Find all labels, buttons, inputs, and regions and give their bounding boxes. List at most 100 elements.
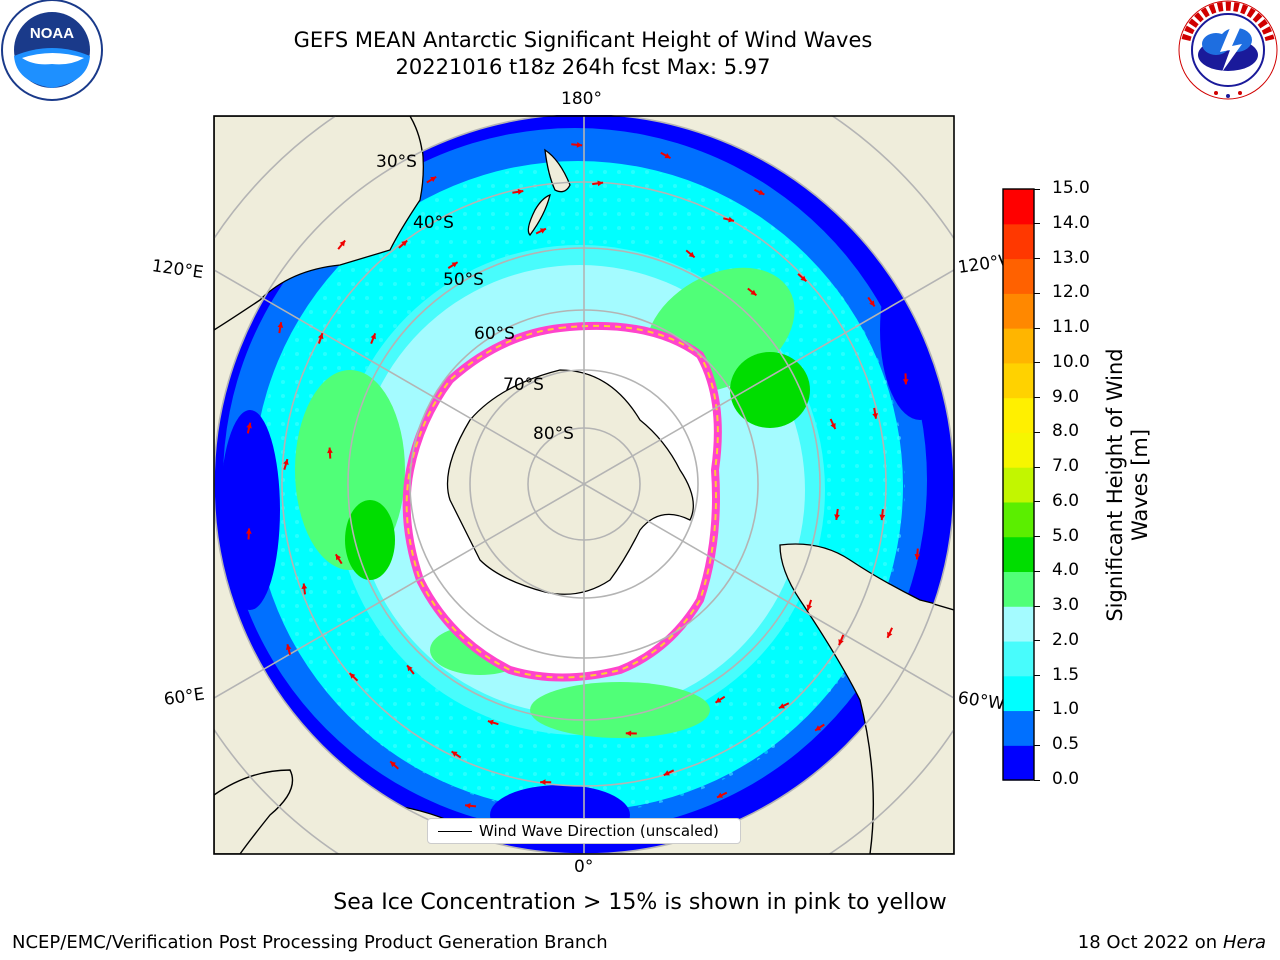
colorbar-segment [1003, 710, 1034, 746]
colorbar-segment [1003, 432, 1034, 468]
wave-arrow-head [487, 719, 494, 726]
colorbar-tick-mark [1034, 779, 1040, 781]
wave-arrow-head [806, 604, 813, 611]
antarctica [446, 369, 694, 595]
wave-arrow-head [401, 240, 408, 247]
footer-credit: NCEP/EMC/Verification Post Processing Pr… [12, 932, 608, 953]
wave-arrow-head [246, 422, 252, 429]
wave-arrow-head [869, 300, 875, 307]
wave-arrow-head [887, 631, 893, 638]
wave-arrow-head [335, 554, 341, 561]
lon-label-60w: 60°W [956, 688, 1006, 715]
wave-arrow-head [318, 333, 324, 340]
wave-arrow-head [465, 803, 471, 809]
colorbar-tick-label: 0.0 [1052, 769, 1080, 789]
wave-arrow-head [834, 514, 840, 520]
lat-label-50s: 50°S [443, 270, 484, 290]
noaa-logo-text: NOAA [30, 25, 74, 42]
colorbar-segment [1003, 675, 1034, 712]
colorbar-tick-mark [1034, 501, 1040, 503]
wind-wave-arrows [246, 142, 921, 826]
wave-arrow-head [540, 779, 546, 785]
colorbar-tick-mark [1034, 744, 1040, 746]
colorbar-tick-label: 12.0 [1052, 282, 1090, 303]
colorbar-segment [1003, 745, 1034, 781]
colorbar-tick-label: 8.0 [1052, 421, 1080, 442]
wave-arrow-head [327, 447, 333, 454]
wave-arrow-head [872, 413, 878, 419]
wave-arrow-head [539, 228, 546, 234]
wave-arrow-head [879, 514, 886, 521]
colorbar-segment [1003, 328, 1034, 364]
polar-map [213, 115, 955, 855]
colorbar-tick-label: 15.0 [1052, 178, 1090, 198]
colorbar-segment [1003, 258, 1034, 294]
colorbar-label: Significant Height of Wind Waves [m] [1103, 348, 1153, 621]
wave-arrow-head [815, 725, 822, 731]
lon-label-120e: 120°E [150, 256, 205, 284]
footer-date-text: 18 Oct 2022 on [1077, 932, 1223, 953]
wave-arrow-head [914, 554, 921, 560]
colorbar-tick-label: 13.0 [1052, 247, 1090, 268]
colorbar-tick-mark [1034, 362, 1040, 364]
wave-arrow-head [838, 639, 844, 646]
lat-label-30s: 30°S [376, 152, 417, 172]
colorbar-segment [1003, 397, 1034, 433]
wave-arrow-head [625, 730, 632, 737]
colorbar-segment [1003, 606, 1034, 642]
colorbar-tick-mark [1034, 675, 1040, 677]
wave-arrow-head [800, 275, 807, 282]
colorbar-tick-mark [1034, 605, 1040, 607]
colorbar-tick-label: 2.0 [1052, 629, 1080, 650]
wave-arrow-head [407, 665, 413, 672]
legend-label: Wind Wave Direction (unscaled) [479, 822, 719, 840]
colorbar-label-line1: Significant Height of Wind [1103, 348, 1127, 622]
noaa-logo: NOAA [1, 0, 103, 101]
wave-arrow-head [517, 189, 524, 195]
lat-label-80s: 80°S [533, 424, 574, 444]
legend-line-symbol [438, 831, 472, 832]
colorbar-label-line2: Waves [m] [1128, 428, 1152, 542]
colorbar-tick-label: 9.0 [1052, 386, 1080, 407]
colorbar-tick-label: 0.5 [1052, 734, 1080, 755]
wave-arrow-head [715, 697, 722, 703]
wave-arrow-head [370, 333, 376, 340]
colorbar [1002, 188, 1035, 781]
wave-arrow-head [349, 673, 356, 679]
wave-arrow-head [430, 176, 437, 182]
wave-arrow-head [758, 189, 765, 195]
footer-host: Hera [1222, 932, 1266, 953]
colorbar-tick-label: 1.0 [1052, 699, 1080, 720]
lat-label-40s: 40°S [413, 213, 454, 233]
wave-arrow-head [688, 251, 695, 258]
lon-label-0: 0° [574, 857, 594, 877]
lon-label-180: 180° [561, 89, 602, 109]
colorbar-tick-label: 11.0 [1052, 317, 1090, 338]
colorbar-tick-mark [1034, 570, 1040, 572]
colorbar-segment [1003, 467, 1034, 503]
colorbar-segment [1003, 189, 1034, 225]
colorbar-tick-mark [1034, 536, 1040, 538]
colorbar-tick-label: 14.0 [1052, 212, 1090, 233]
wave-arrow-head [576, 142, 583, 148]
wave-arrow-head [830, 423, 836, 429]
wave-arrow-head [597, 180, 604, 187]
colorbar-tick-mark [1034, 431, 1040, 433]
colorbar-tick-label: 3.0 [1052, 595, 1080, 616]
wave-arrow-head [301, 583, 308, 589]
colorbar-segment [1003, 293, 1034, 329]
chart-title: GEFS MEAN Antarctic Significant Height o… [293, 28, 873, 52]
colorbar-tick-mark [1034, 188, 1040, 190]
graticule [214, 116, 954, 854]
colorbar-tick-mark [1034, 223, 1040, 225]
map-legend: Wind Wave Direction (unscaled) [427, 818, 741, 844]
wave-arrow-head [664, 153, 671, 159]
colorbar-tick-label: 10.0 [1052, 351, 1090, 372]
lat-label-60s: 60°S [474, 324, 515, 344]
colorbar-segment [1003, 501, 1034, 538]
map-frame [213, 115, 955, 855]
colorbar-segment [1003, 571, 1034, 607]
wave-arrow-head [451, 751, 458, 757]
colorbar-tick-label: 6.0 [1052, 490, 1080, 511]
colorbar-tick-mark [1034, 640, 1040, 642]
